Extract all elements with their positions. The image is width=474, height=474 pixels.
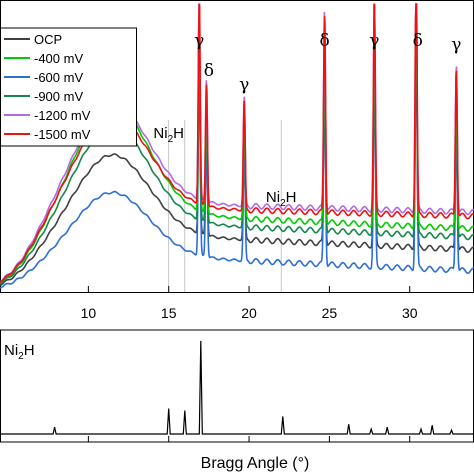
legend: OCP -400 mV -600 mV -900 mV -1200 mV -1500 mV [0,27,137,147]
phase-label-3: γ [239,75,249,95]
reference-pattern-line [0,340,474,435]
bottom-axis-ticks [87,436,411,442]
x-tick-label-25: 25 [322,305,338,321]
reference-label-sub: 2 [18,351,24,362]
x-tick-label-20: 20 [241,305,257,321]
phase-label-2: δ [204,61,214,81]
series-line-m400 [0,6,474,284]
x-tick-label-15: 15 [161,305,177,321]
legend-label-5: -1200 mV [34,108,91,123]
phase-label-4: δ [319,31,329,51]
x-tick-label-10: 10 [81,305,97,321]
phase-label-7: γ [451,35,461,55]
legend-label-6: -1500 mV [34,127,91,142]
reference-label: Ni2H [4,342,35,362]
x-axis-label: Bragg Angle (°) [201,455,310,472]
reference-pattern [0,340,474,435]
reference-label-main: Ni [4,342,18,359]
phase-label-1: γ [194,31,204,51]
series-line-ocp [0,53,474,287]
reference-label-tail: H [24,342,35,359]
bottom-panel-frame [0,329,474,443]
ni2h-label-2: Ni2H [266,189,297,209]
bottom-panel: Ni2H [0,329,474,443]
legend-label-3: -600 mV [34,70,83,85]
x-axis-ticks: 10 15 20 25 30 [81,286,418,321]
ni2h-labels: Ni2H Ni2H [153,125,296,209]
x-tick-label-30: 30 [402,305,418,321]
legend-label-4: -900 mV [34,89,83,104]
series-line-m900 [0,14,474,285]
legend-box [0,27,137,147]
phase-label-6: δ [413,31,423,51]
ni2h-label-1: Ni2H [153,125,184,145]
legend-label-2: -400 mV [34,51,83,66]
series-line-m1500 [0,3,474,283]
series-line-m600 [0,9,474,289]
legend-label-1: OCP [34,32,62,47]
phase-label-5: γ [369,31,379,51]
